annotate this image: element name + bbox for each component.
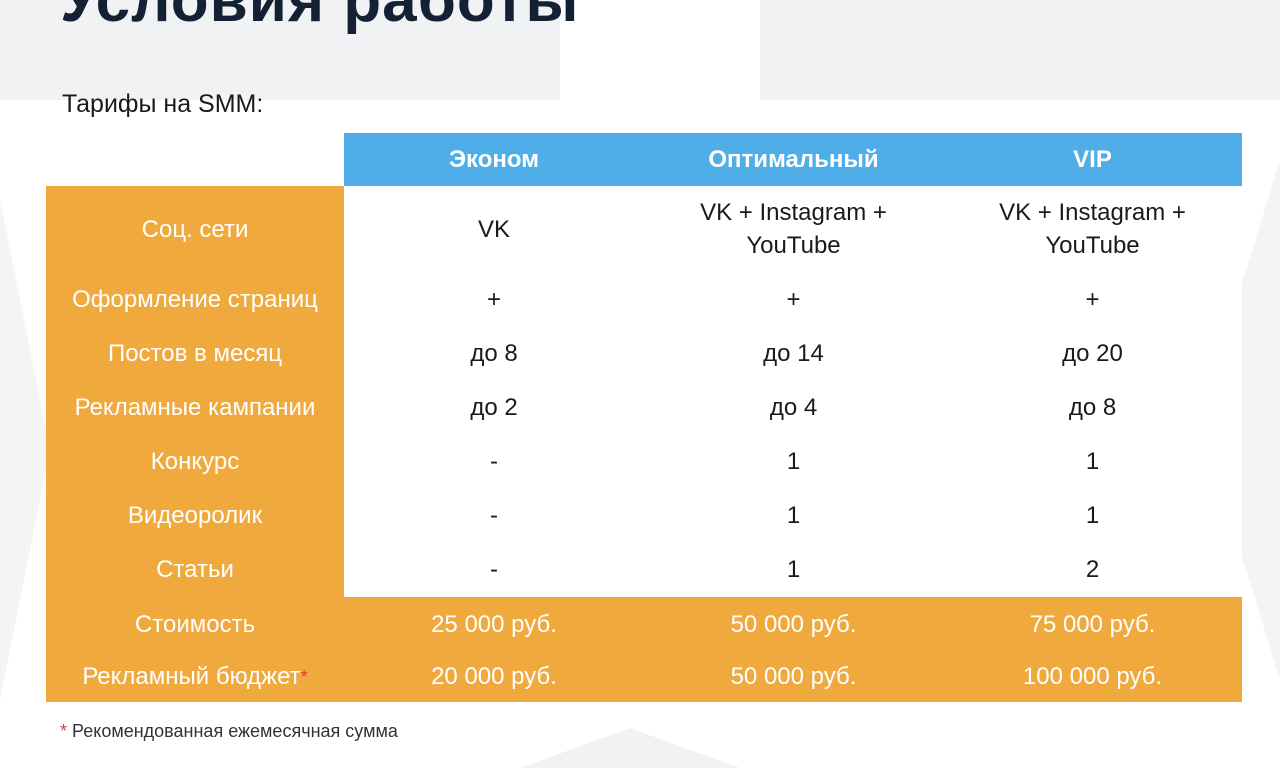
page-subtitle: Тарифы на SMM: bbox=[62, 90, 264, 118]
background-panel-right bbox=[760, 0, 1280, 100]
price-cell: 50 000 руб. bbox=[644, 651, 943, 702]
table-cell: 1 bbox=[644, 542, 943, 597]
row-label-articles: Статьи bbox=[46, 542, 344, 597]
table-cell: - bbox=[344, 434, 644, 488]
footnote-asterisk: * bbox=[60, 721, 68, 741]
footnote-text: Рекомендованная ежемесячная сумма bbox=[72, 721, 398, 741]
table-cell: до 20 bbox=[943, 326, 1242, 380]
column-header-optimal: Оптимальный bbox=[644, 133, 943, 186]
column-header-econom: Эконом bbox=[344, 133, 644, 186]
table-cell: 1 bbox=[644, 488, 943, 542]
table-corner bbox=[46, 133, 344, 186]
table-cell: 2 bbox=[943, 542, 1242, 597]
table-cell: + bbox=[344, 272, 644, 326]
table-cell: 1 bbox=[644, 434, 943, 488]
table-cell: VK + Instagram + YouTube bbox=[943, 186, 1242, 272]
price-cell: 20 000 руб. bbox=[344, 651, 644, 702]
price-cell: 50 000 руб. bbox=[644, 597, 943, 651]
background-panel-left bbox=[0, 0, 560, 100]
row-label-posts-per-month: Постов в месяц bbox=[46, 326, 344, 380]
table-cell: + bbox=[644, 272, 943, 326]
row-label-cost: Стоимость bbox=[46, 597, 344, 651]
row-label-ad-budget: Рекламный бюджет * bbox=[46, 651, 344, 702]
row-label-contest: Конкурс bbox=[46, 434, 344, 488]
footnote: * Рекомендованная ежемесячная сумма bbox=[60, 721, 398, 742]
price-cell: 25 000 руб. bbox=[344, 597, 644, 651]
row-label-video: Видеоролик bbox=[46, 488, 344, 542]
table-cell: до 8 bbox=[344, 326, 644, 380]
table-cell: до 8 bbox=[943, 380, 1242, 434]
table-cell: до 2 bbox=[344, 380, 644, 434]
table-cell: VK + Instagram + YouTube bbox=[644, 186, 943, 272]
table-cell: 1 bbox=[943, 434, 1242, 488]
background-triangle-left bbox=[0, 200, 50, 700]
column-header-vip: VIP bbox=[943, 133, 1242, 186]
price-cell: 100 000 руб. bbox=[943, 651, 1242, 702]
table-cell: до 14 bbox=[644, 326, 943, 380]
table-cell: VK bbox=[344, 186, 644, 272]
page-title: Условия работы bbox=[60, 0, 580, 35]
table-cell: до 4 bbox=[644, 380, 943, 434]
tariff-table: Эконом Оптимальный VIP Соц. сети VK VK +… bbox=[46, 133, 1242, 702]
background-triangle-bottom bbox=[520, 728, 740, 768]
row-label-social-networks: Соц. сети bbox=[46, 186, 344, 272]
row-label-ad-budget-text: Рекламный бюджет bbox=[82, 663, 301, 690]
table-cell: - bbox=[344, 542, 644, 597]
price-cell: 75 000 руб. bbox=[943, 597, 1242, 651]
row-label-ad-campaigns: Рекламные кампании bbox=[46, 380, 344, 434]
row-label-page-design: Оформление страниц bbox=[46, 272, 344, 326]
table-cell: 1 bbox=[943, 488, 1242, 542]
table-cell: + bbox=[943, 272, 1242, 326]
table-cell: - bbox=[344, 488, 644, 542]
